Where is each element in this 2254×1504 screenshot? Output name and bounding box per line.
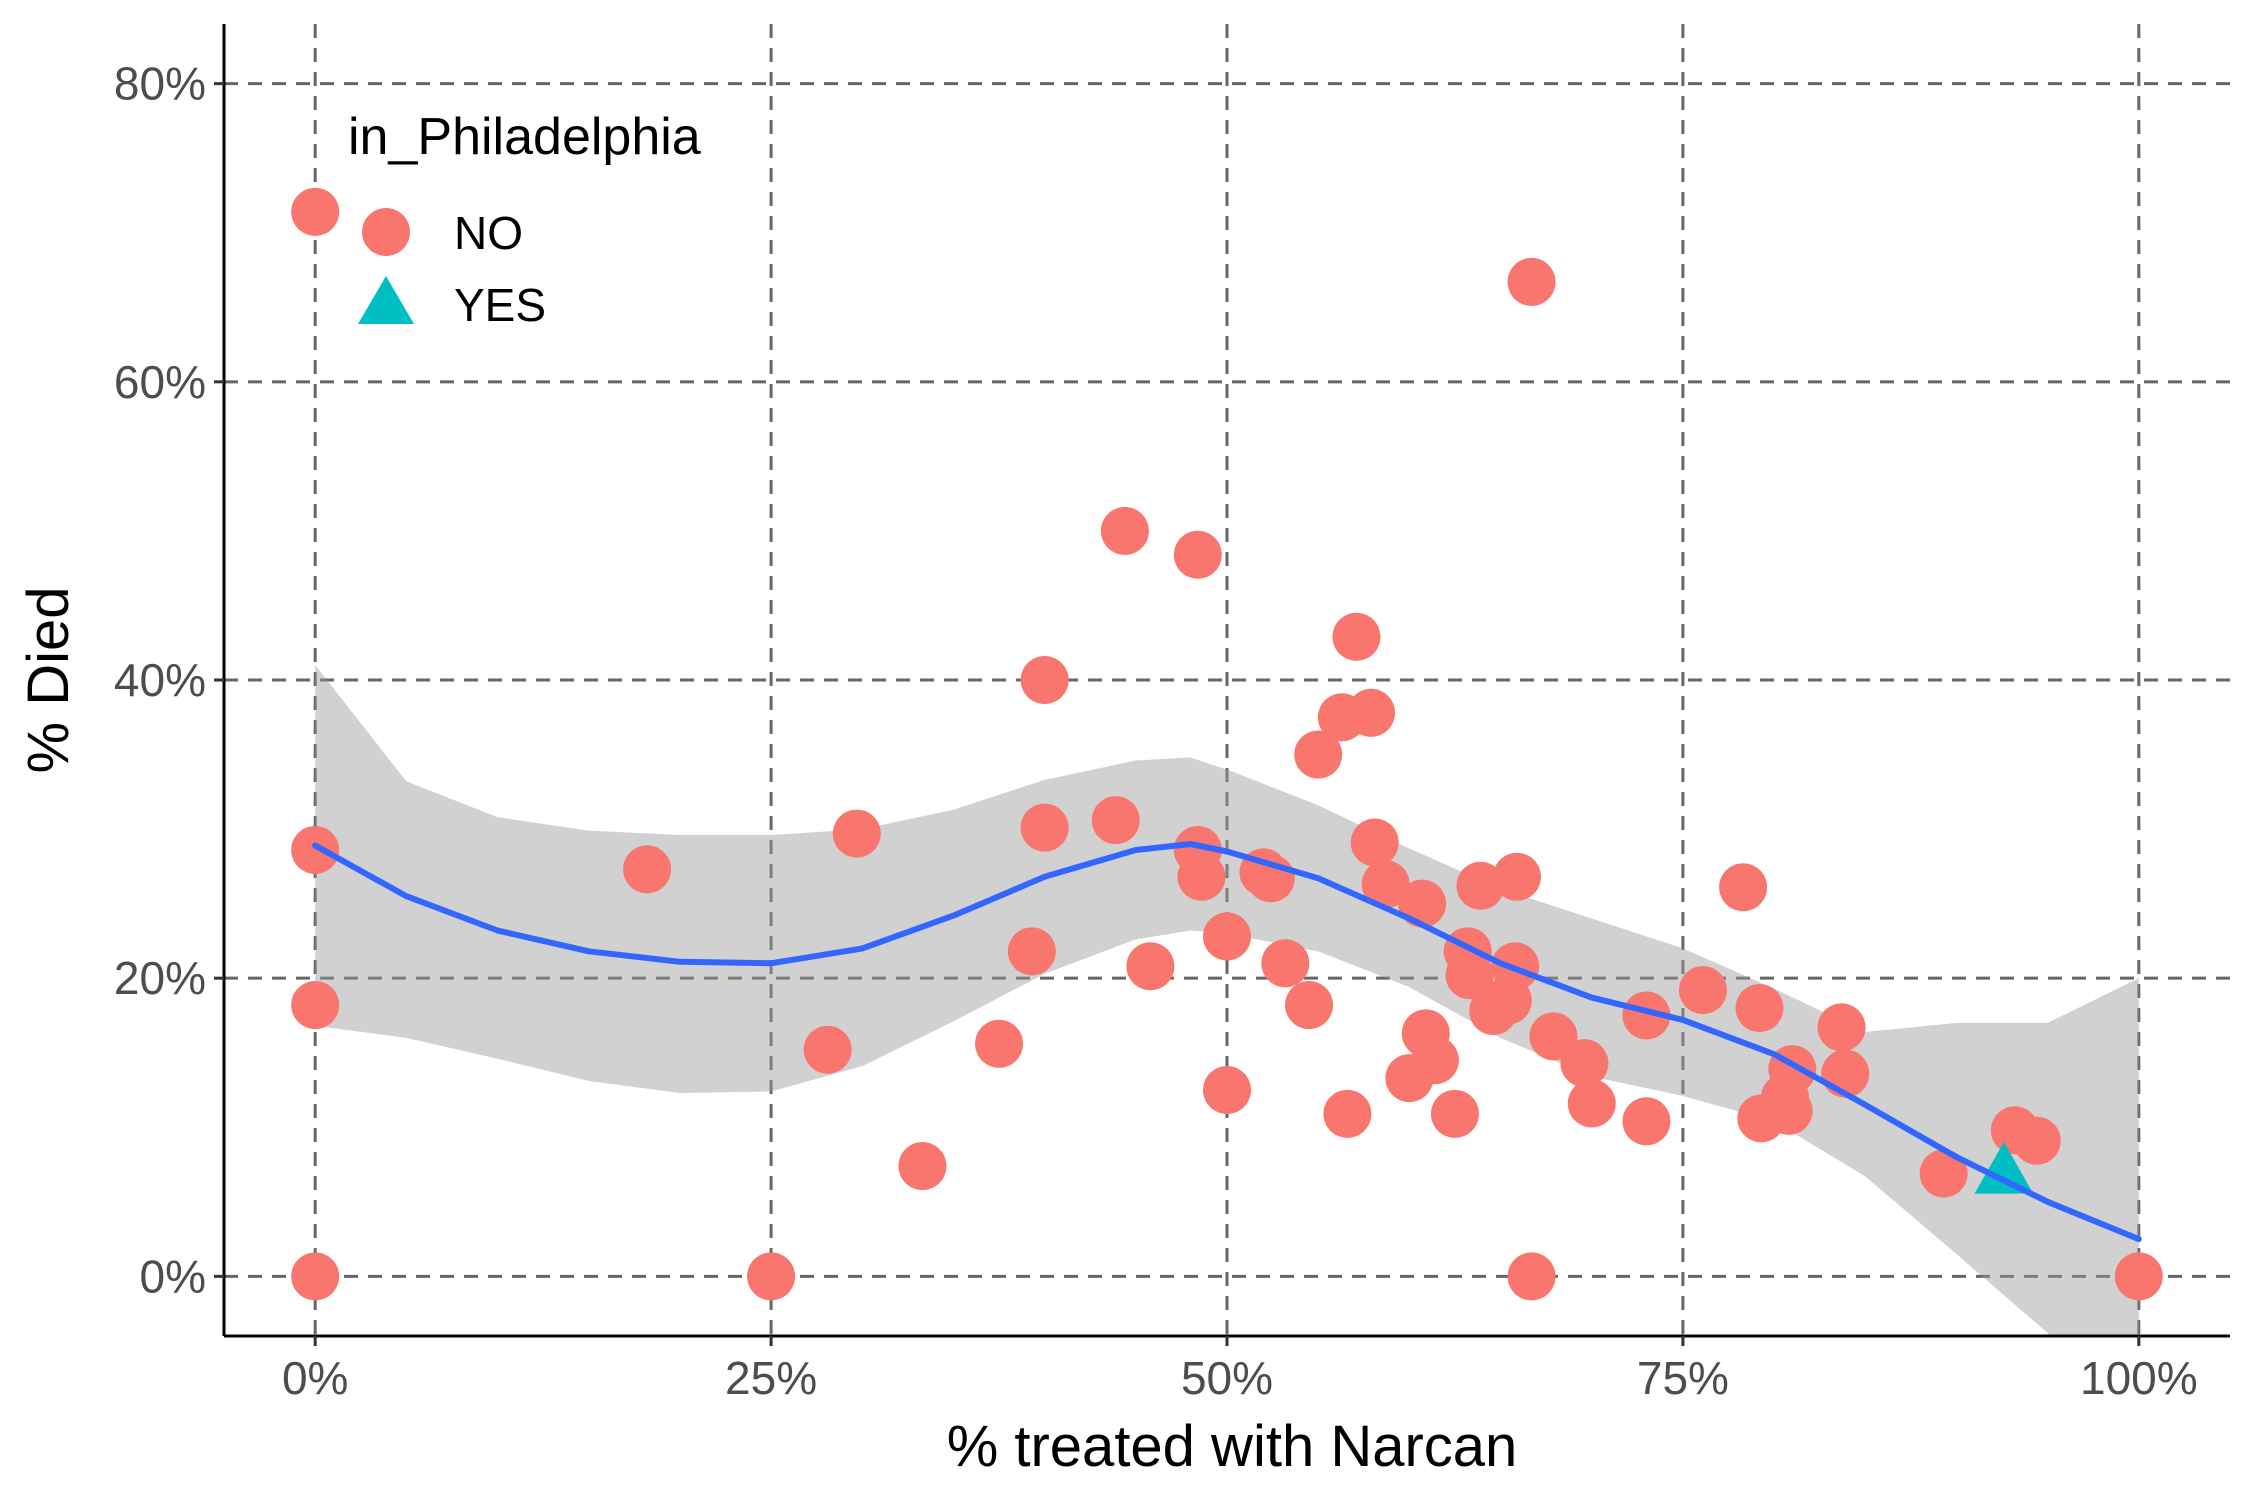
data-point-no <box>1126 942 1175 991</box>
data-point-no <box>1919 1149 1968 1198</box>
tick-labels: 0% 25% 50% 75% 100% 0% 20% 40% 60% 80% <box>114 58 2198 1404</box>
data-point-no <box>747 1252 796 1301</box>
legend-title: in_Philadelphia <box>348 108 701 166</box>
x-tick-label: 25% <box>725 1352 817 1404</box>
data-point-no <box>1764 1086 1813 1135</box>
data-point-no <box>1492 852 1541 901</box>
data-point-no <box>1347 688 1396 737</box>
data-point-no <box>1261 939 1310 988</box>
data-point-no <box>1430 1089 1479 1138</box>
legend-label-no: NO <box>454 207 523 259</box>
data-point-yes <box>1974 1142 2034 1194</box>
legend-key-yes <box>358 276 414 324</box>
data-point-no <box>1091 796 1140 845</box>
y-axis-title: % Died <box>16 587 81 774</box>
data-point-no <box>1332 612 1381 661</box>
data-point-no <box>291 825 340 874</box>
x-tick-label: 75% <box>1637 1352 1729 1404</box>
gridlines <box>224 24 2230 1336</box>
x-axis-title: % treated with Narcan <box>947 1414 1518 1479</box>
data-point-no <box>1350 818 1399 867</box>
legend: in_Philadelphia NO YES <box>348 108 701 331</box>
data-point-no <box>1020 803 1069 852</box>
data-point-no <box>1456 861 1505 910</box>
legend-key-no <box>362 208 410 256</box>
data-point-no <box>1507 1252 1556 1301</box>
data-point-no <box>1361 860 1410 909</box>
data-point-no <box>1567 1079 1616 1128</box>
data-point-no <box>1203 1066 1251 1114</box>
data-point-no <box>1294 730 1343 779</box>
data-point-no <box>291 981 340 1030</box>
data-point-no <box>1177 852 1226 901</box>
data-point-no <box>1020 656 1069 704</box>
y-tick-label: 40% <box>114 654 206 706</box>
data-point-no <box>1560 1039 1609 1088</box>
data-point-no <box>803 1025 852 1074</box>
data-point-no <box>1445 951 1494 1000</box>
data-point-no <box>1507 257 1556 306</box>
data-point-no <box>1622 991 1671 1040</box>
data-point-no <box>2114 1252 2163 1301</box>
data-point-no <box>291 187 340 236</box>
data-point-no <box>898 1142 947 1191</box>
data-point-no <box>1323 1089 1372 1138</box>
data-point-no <box>1285 981 1334 1030</box>
data-point-no <box>1173 530 1222 579</box>
y-tick-label: 0% <box>140 1250 206 1302</box>
data-point-no <box>291 1252 340 1301</box>
y-tick-label: 80% <box>114 58 206 110</box>
data-point-no <box>1398 879 1447 928</box>
trend-line <box>312 841 2142 1243</box>
points-layer <box>291 187 2163 1301</box>
trend-line-layer <box>312 841 2142 1243</box>
data-point-no <box>1100 506 1149 555</box>
x-tick-label: 0% <box>282 1352 348 1404</box>
data-point-no <box>1410 1036 1459 1085</box>
data-point-no <box>1719 863 1768 912</box>
data-point-no <box>1678 966 1727 1015</box>
data-point-no <box>1529 1012 1578 1061</box>
data-point-no <box>832 809 881 858</box>
y-tick-label: 60% <box>114 356 206 408</box>
data-point-no <box>1817 1003 1866 1052</box>
data-point-no <box>1203 912 1251 961</box>
data-point-no <box>623 845 672 894</box>
x-tick-label: 50% <box>1181 1352 1273 1404</box>
data-point-no <box>2012 1116 2061 1165</box>
y-tick-label: 20% <box>114 952 206 1004</box>
data-point-no <box>1735 984 1784 1032</box>
data-point-no <box>1007 927 1056 976</box>
x-tick-label: 100% <box>2080 1352 2198 1404</box>
legend-label-yes: YES <box>454 279 546 331</box>
data-point-no <box>975 1019 1024 1068</box>
data-point-no <box>1622 1097 1671 1146</box>
